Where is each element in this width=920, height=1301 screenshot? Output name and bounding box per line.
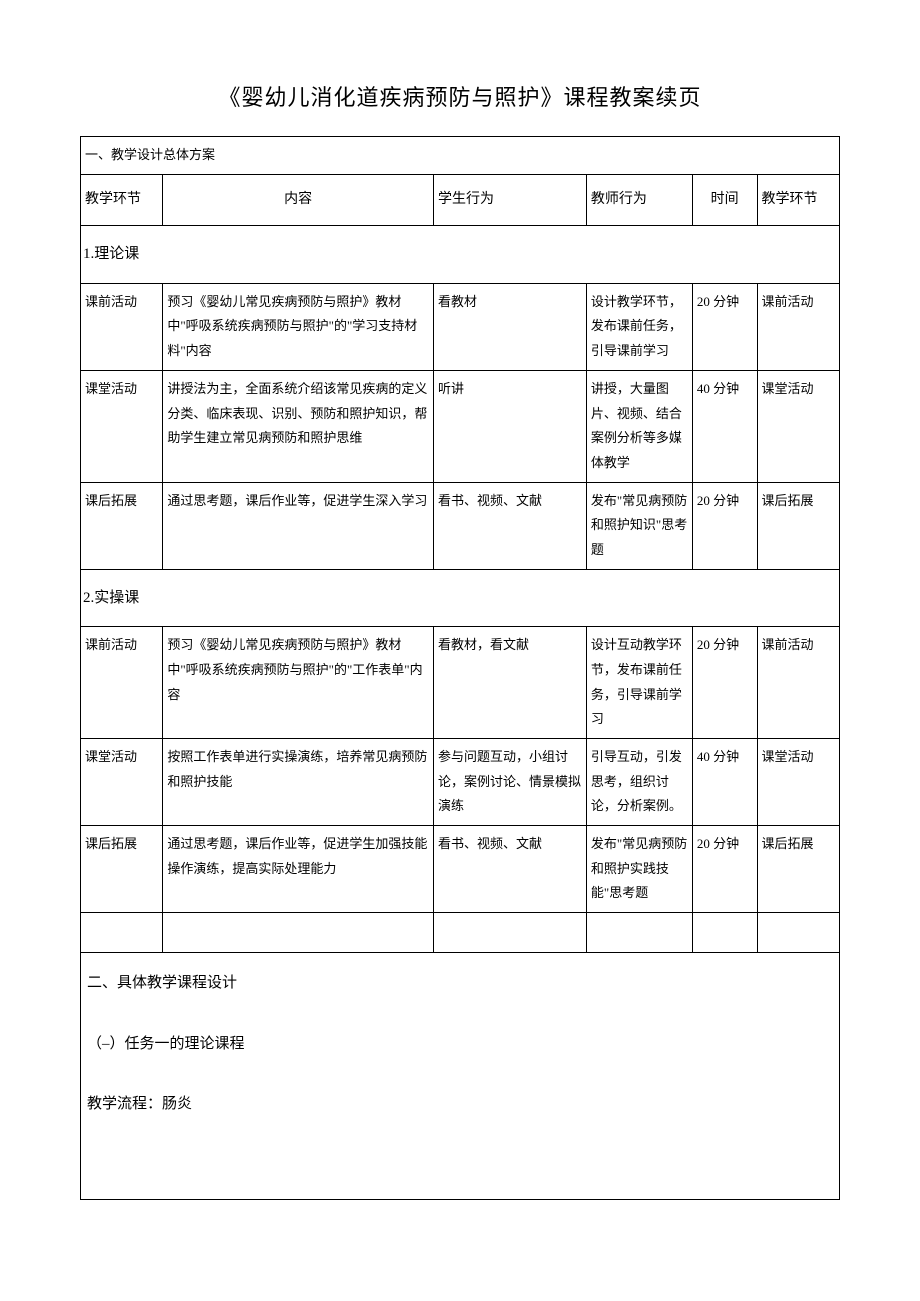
cell-student: 看教材，看文献 bbox=[433, 627, 586, 739]
cell-time: 20 分钟 bbox=[692, 482, 757, 569]
header-content: 内容 bbox=[163, 174, 434, 226]
lesson-plan-table: 一、教学设计总体方案 教学环节 内容 学生行为 教师行为 时间 教学环节 1.理… bbox=[80, 136, 840, 1200]
cell-phase: 课后拓展 bbox=[81, 482, 163, 569]
section3-heading: （–）任务一的理论课程 bbox=[81, 1014, 840, 1075]
cell-phase2: 课后拓展 bbox=[757, 482, 839, 569]
cell-phase2: 课堂活动 bbox=[757, 738, 839, 825]
part2-label: 2.实操课 bbox=[81, 569, 840, 627]
cell-student: 看教材 bbox=[433, 283, 586, 370]
cell-time: 20 分钟 bbox=[692, 825, 757, 912]
table-row: 课堂活动 按照工作表单进行实操演练，培养常见病预防和照护技能 参与问题互动，小组… bbox=[81, 738, 840, 825]
table-row: 课堂活动 讲授法为主，全面系统介绍该常见疾病的定义分类、临床表现、识别、预防和照… bbox=[81, 370, 840, 482]
cell-content: 通过思考题，课后作业等，促进学生深入学习 bbox=[163, 482, 434, 569]
empty-row bbox=[81, 913, 840, 953]
page-title: 《婴幼儿消化道疾病预防与照护》课程教案续页 bbox=[80, 80, 840, 112]
cell-content: 按照工作表单进行实操演练，培养常见病预防和照护技能 bbox=[163, 738, 434, 825]
cell-time: 20 分钟 bbox=[692, 283, 757, 370]
cell-content: 预习《婴幼儿常见疾病预防与照护》教材中"呼吸系统疾病预防与照护"的"工作表单"内… bbox=[163, 627, 434, 739]
cell-phase: 课前活动 bbox=[81, 283, 163, 370]
cell-content: 通过思考题，课后作业等，促进学生加强技能操作演练，提高实际处理能力 bbox=[163, 825, 434, 912]
header-teacher: 教师行为 bbox=[586, 174, 692, 226]
cell-student: 参与问题互动，小组讨论，案例讨论、情景模拟演练 bbox=[433, 738, 586, 825]
cell-phase: 课前活动 bbox=[81, 627, 163, 739]
table-row: 课后拓展 通过思考题，课后作业等，促进学生加强技能操作演练，提高实际处理能力 看… bbox=[81, 825, 840, 912]
cell-teacher: 发布"常见病预防和照护实践技能"思考题 bbox=[586, 825, 692, 912]
cell-student: 看书、视频、文献 bbox=[433, 825, 586, 912]
section2-heading: 二、具体教学课程设计 bbox=[81, 953, 840, 1014]
cell-phase2: 课后拓展 bbox=[757, 825, 839, 912]
cell-phase2: 课堂活动 bbox=[757, 370, 839, 482]
cell-student: 听讲 bbox=[433, 370, 586, 482]
cell-content: 预习《婴幼儿常见疾病预防与照护》教材中"呼吸系统疾病预防与照护"的"学习支持材料… bbox=[163, 283, 434, 370]
cell-teacher: 引导互动，引发思考，组织讨论，分析案例。 bbox=[586, 738, 692, 825]
table-row: 课后拓展 通过思考题，课后作业等，促进学生深入学习 看书、视频、文献 发布"常见… bbox=[81, 482, 840, 569]
table-row: 课前活动 预习《婴幼儿常见疾病预防与照护》教材中"呼吸系统疾病预防与照护"的"工… bbox=[81, 627, 840, 739]
cell-phase2: 课前活动 bbox=[757, 283, 839, 370]
cell-time: 40 分钟 bbox=[692, 370, 757, 482]
cell-phase: 课堂活动 bbox=[81, 370, 163, 482]
section4-heading: 教学流程：肠炎 bbox=[81, 1074, 840, 1199]
cell-phase2: 课前活动 bbox=[757, 627, 839, 739]
header-student: 学生行为 bbox=[433, 174, 586, 226]
section1-heading: 一、教学设计总体方案 bbox=[81, 137, 840, 175]
cell-teacher: 设计互动教学环节，发布课前任务，引导课前学习 bbox=[586, 627, 692, 739]
cell-student: 看书、视频、文献 bbox=[433, 482, 586, 569]
cell-time: 40 分钟 bbox=[692, 738, 757, 825]
cell-phase: 课堂活动 bbox=[81, 738, 163, 825]
cell-teacher: 设计教学环节，发布课前任务，引导课前学习 bbox=[586, 283, 692, 370]
part1-label: 1.理论课 bbox=[81, 226, 840, 284]
cell-phase: 课后拓展 bbox=[81, 825, 163, 912]
header-phase2: 教学环节 bbox=[757, 174, 839, 226]
cell-teacher: 发布"常见病预防和照护知识"思考题 bbox=[586, 482, 692, 569]
cell-time: 20 分钟 bbox=[692, 627, 757, 739]
cell-teacher: 讲授，大量图片、视频、结合案例分析等多媒体教学 bbox=[586, 370, 692, 482]
header-time: 时间 bbox=[692, 174, 757, 226]
cell-content: 讲授法为主，全面系统介绍该常见疾病的定义分类、临床表现、识别、预防和照护知识，帮… bbox=[163, 370, 434, 482]
header-phase: 教学环节 bbox=[81, 174, 163, 226]
table-row: 课前活动 预习《婴幼儿常见疾病预防与照护》教材中"呼吸系统疾病预防与照护"的"学… bbox=[81, 283, 840, 370]
